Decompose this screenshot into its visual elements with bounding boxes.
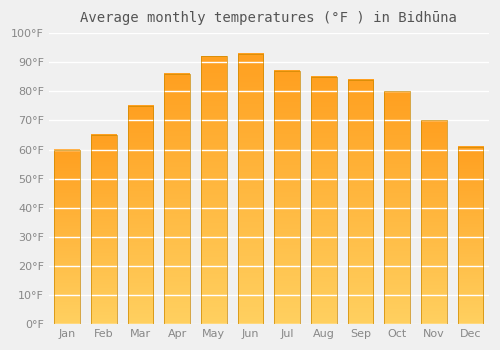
Bar	[458, 147, 483, 324]
Bar	[54, 149, 80, 324]
Bar	[384, 91, 410, 324]
Bar	[91, 135, 116, 324]
Bar	[421, 120, 446, 324]
Bar	[274, 71, 300, 324]
Bar	[311, 77, 336, 324]
Bar	[164, 74, 190, 324]
Bar	[128, 106, 154, 324]
Bar	[238, 54, 264, 324]
Title: Average monthly temperatures (°F ) in Bidhūna: Average monthly temperatures (°F ) in Bi…	[80, 11, 458, 25]
Bar	[348, 80, 374, 324]
Bar	[201, 56, 226, 324]
